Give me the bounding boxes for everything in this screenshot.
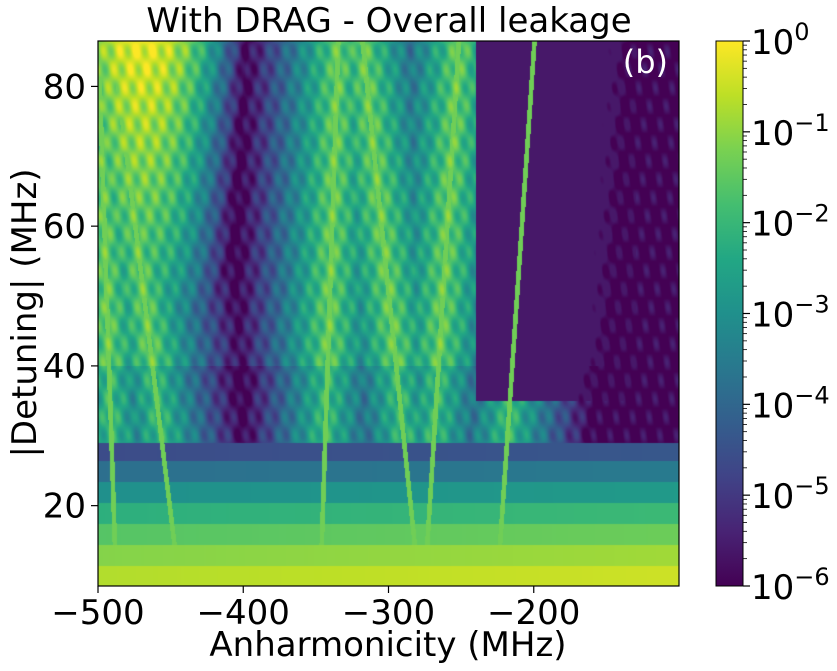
x-tick-label: −500 bbox=[51, 593, 144, 633]
x-tick-label: −400 bbox=[197, 593, 290, 633]
colorbar-tick-label: 10−2 bbox=[751, 200, 830, 245]
heatmap-image bbox=[98, 41, 679, 586]
y-axis: 20 40 60 80 bbox=[43, 67, 98, 527]
y-tick-label: 60 bbox=[43, 207, 86, 247]
chart-title: With DRAG - Overall leakage bbox=[146, 1, 631, 41]
x-axis: −500 −400 −300 −200 bbox=[51, 586, 580, 633]
x-tick-label: −200 bbox=[487, 593, 580, 633]
colorbar-ticks: 100 10−1 10−2 10−3 10−4 10−5 10−6 bbox=[743, 18, 830, 608]
y-tick-label: 80 bbox=[43, 67, 86, 107]
colorbar: 100 10−1 10−2 10−3 10−4 10−5 10−6 bbox=[715, 18, 830, 608]
y-axis-label: |Detuning| (MHz) bbox=[5, 168, 45, 457]
colorbar-tick-label: 10−4 bbox=[751, 381, 830, 426]
colorbar-tick-label: 10−3 bbox=[751, 291, 830, 336]
x-axis-label: Anharmonicity (MHz) bbox=[209, 625, 566, 665]
panel-label: (b) bbox=[623, 43, 668, 81]
colorbar-tick-label: 100 bbox=[751, 18, 810, 63]
y-tick-label: 40 bbox=[43, 347, 86, 387]
x-tick-label: −300 bbox=[342, 593, 435, 633]
colorbar-tick-label: 10−5 bbox=[751, 472, 830, 517]
colorbar-tick-label: 10−6 bbox=[751, 563, 830, 608]
colorbar-gradient bbox=[715, 40, 744, 587]
colorbar-tick-label: 10−1 bbox=[751, 109, 830, 154]
heatmap-plot-area: (b) bbox=[97, 40, 680, 587]
y-tick-label: 20 bbox=[43, 487, 86, 527]
